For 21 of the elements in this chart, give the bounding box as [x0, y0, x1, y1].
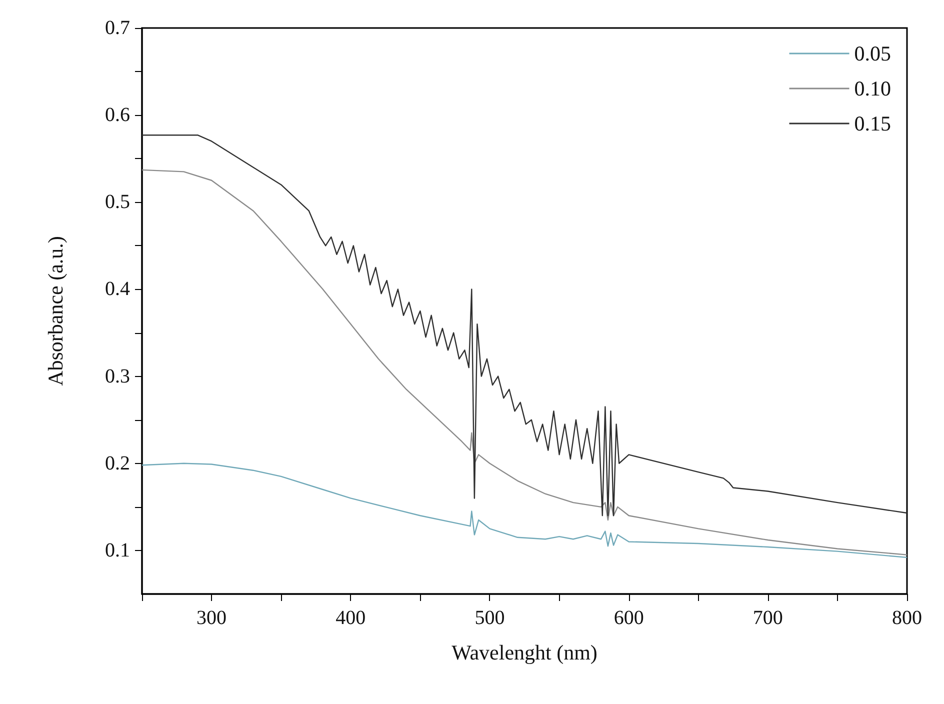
line-series: [141, 134, 908, 516]
y-tick-label: 0.7: [105, 17, 130, 39]
x-tick-label: 800: [892, 607, 922, 629]
line-series: [141, 169, 908, 556]
y-tick-label: 0.4: [105, 278, 130, 300]
x-axis-title: Wavelenght (nm): [452, 640, 598, 664]
x-tick-label: 400: [336, 607, 366, 629]
legend-label: 0.10: [854, 76, 891, 100]
x-tick-label: 300: [196, 607, 227, 629]
y-tick-label: 0.5: [105, 191, 130, 214]
y-tick-label: 0.3: [105, 365, 130, 388]
y-tick-label: 0.2: [105, 452, 130, 474]
x-tick-label: 600: [614, 607, 644, 629]
line-series: [141, 462, 908, 558]
y-axis-title: Absorbance (a.u.): [44, 236, 68, 386]
legend-label: 0.05: [854, 42, 891, 66]
legend-label: 0.15: [854, 112, 891, 136]
x-tick-label: 500: [474, 607, 505, 629]
x-tick-label: 700: [752, 607, 783, 629]
y-tick-label: 0.6: [105, 104, 130, 126]
y-tick-label: 0.1: [105, 539, 130, 562]
